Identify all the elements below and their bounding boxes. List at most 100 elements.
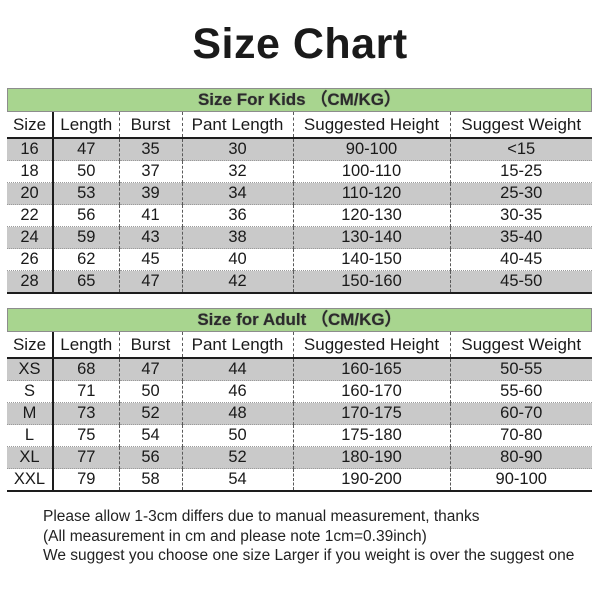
kids-table-header-bar: Size For Kids （CM/KG）: [7, 88, 592, 113]
table-cell: 32: [182, 160, 294, 183]
table-cell: 40-45: [450, 248, 592, 271]
note-line: (All measurement in cm and please note 1…: [43, 527, 427, 545]
table-cell: 90-100: [293, 138, 451, 161]
column-header-pant-length: Pant Length: [182, 112, 294, 140]
table-cell: 79: [53, 468, 120, 492]
table-cell: 37: [119, 160, 183, 183]
column-header-burst: Burst: [119, 112, 183, 140]
table-cell: 34: [182, 182, 294, 205]
page-title: Size Chart: [192, 20, 408, 68]
note-line: We suggest you choose one size Larger if…: [43, 547, 575, 565]
table-cell: 50: [119, 380, 183, 403]
table-cell: S: [7, 380, 54, 403]
table-cell: L: [7, 424, 54, 447]
table-cell: 90-100: [450, 468, 592, 492]
table-cell: 47: [119, 358, 183, 381]
table-cell: XXL: [7, 468, 54, 492]
table-cell: 18: [7, 160, 54, 183]
table-cell: 47: [53, 138, 120, 161]
table-cell: 100-110: [293, 160, 451, 183]
table-cell: 43: [119, 226, 183, 249]
adult-table-header-bar: Size for Adult （CM/KG）: [7, 308, 592, 333]
table-cell: 80-90: [450, 446, 592, 469]
kids-size-table: Size Length Burst Pant Length Suggested …: [7, 112, 592, 295]
adult-table-body: XS 68 47 44 160-165 50-55 S 71 50 46 160-170 55-60 M…: [7, 358, 592, 492]
kids-column-header-row: Size Length Burst Pant Length Suggested …: [7, 112, 592, 140]
table-cell: XS: [7, 358, 54, 381]
table-cell: 77: [53, 446, 120, 469]
table-cell: 45-50: [450, 270, 592, 294]
table-cell: 54: [182, 468, 294, 492]
table-row: 18 50 37 32 100-110 15-25: [7, 160, 592, 183]
column-header-size: Size: [7, 112, 54, 140]
table-cell: 24: [7, 226, 54, 249]
table-row: XL 77 56 52 180-190 80-90: [7, 446, 592, 469]
table-cell: 42: [182, 270, 294, 294]
table-cell: 40: [182, 248, 294, 271]
table-cell: 26: [7, 248, 54, 271]
table-row: S 71 50 46 160-170 55-60: [7, 380, 592, 403]
kids-size-section: Size For Kids （CM/KG） Size Length Burst …: [7, 88, 592, 295]
table-row: M 73 52 48 170-175 60-70: [7, 402, 592, 425]
table-row: XXL 79 58 54 190-200 90-100: [7, 468, 592, 492]
table-cell: 52: [119, 402, 183, 425]
table-cell: 130-140: [293, 226, 451, 249]
table-cell: 73: [53, 402, 120, 425]
table-cell: 15-25: [450, 160, 592, 183]
column-header-length: Length: [53, 112, 120, 140]
table-cell: 45: [119, 248, 183, 271]
table-cell: 60-70: [450, 402, 592, 425]
table-cell: XL: [7, 446, 54, 469]
table-cell: 110-120: [293, 182, 451, 205]
column-header-size: Size: [7, 332, 54, 360]
table-row: 24 59 43 38 130-140 35-40: [7, 226, 592, 249]
table-cell: 71: [53, 380, 120, 403]
table-cell: M: [7, 402, 54, 425]
table-row: XS 68 47 44 160-165 50-55: [7, 358, 592, 381]
table-cell: 20: [7, 182, 54, 205]
table-cell: 25-30: [450, 182, 592, 205]
table-cell: 47: [119, 270, 183, 294]
note-line: Please allow 1-3cm differs due to manual…: [43, 508, 480, 526]
table-cell: 56: [119, 446, 183, 469]
table-cell: 55-60: [450, 380, 592, 403]
table-cell: 59: [53, 226, 120, 249]
table-cell: 46: [182, 380, 294, 403]
table-row: 22 56 41 36 120-130 30-35: [7, 204, 592, 227]
column-header-suggested-height: Suggested Height: [293, 112, 451, 140]
table-cell: 35-40: [450, 226, 592, 249]
table-cell: 35: [119, 138, 183, 161]
column-header-suggest-weight: Suggest Weight: [450, 112, 592, 140]
table-cell: <15: [450, 138, 592, 161]
table-cell: 170-175: [293, 402, 451, 425]
table-cell: 65: [53, 270, 120, 294]
table-row: 16 47 35 30 90-100 <15: [7, 138, 592, 161]
table-cell: 50-55: [450, 358, 592, 381]
table-cell: 48: [182, 402, 294, 425]
table-cell: 160-165: [293, 358, 451, 381]
column-header-suggested-height: Suggested Height: [293, 332, 451, 360]
measurement-notes: Please allow 1-3cm differs due to manual…: [43, 507, 600, 566]
column-header-length: Length: [53, 332, 120, 360]
table-cell: 38: [182, 226, 294, 249]
kids-table-body: 16 47 35 30 90-100 <15 18 50 37 32 100-110 15-25 20 5…: [7, 138, 592, 294]
table-cell: 140-150: [293, 248, 451, 271]
column-header-burst: Burst: [119, 332, 183, 360]
table-cell: 41: [119, 204, 183, 227]
table-cell: 68: [53, 358, 120, 381]
table-cell: 30: [182, 138, 294, 161]
table-cell: 22: [7, 204, 54, 227]
table-cell: 175-180: [293, 424, 451, 447]
table-row: 28 65 47 42 150-160 45-50: [7, 270, 592, 294]
table-cell: 30-35: [450, 204, 592, 227]
table-cell: 39: [119, 182, 183, 205]
table-cell: 54: [119, 424, 183, 447]
table-cell: 53: [53, 182, 120, 205]
table-cell: 120-130: [293, 204, 451, 227]
table-cell: 52: [182, 446, 294, 469]
table-cell: 75: [53, 424, 120, 447]
adult-column-header-row: Size Length Burst Pant Length Suggested …: [7, 332, 592, 360]
table-row: L 75 54 50 175-180 70-80: [7, 424, 592, 447]
table-row: 20 53 39 34 110-120 25-30: [7, 182, 592, 205]
table-row: 26 62 45 40 140-150 40-45: [7, 248, 592, 271]
